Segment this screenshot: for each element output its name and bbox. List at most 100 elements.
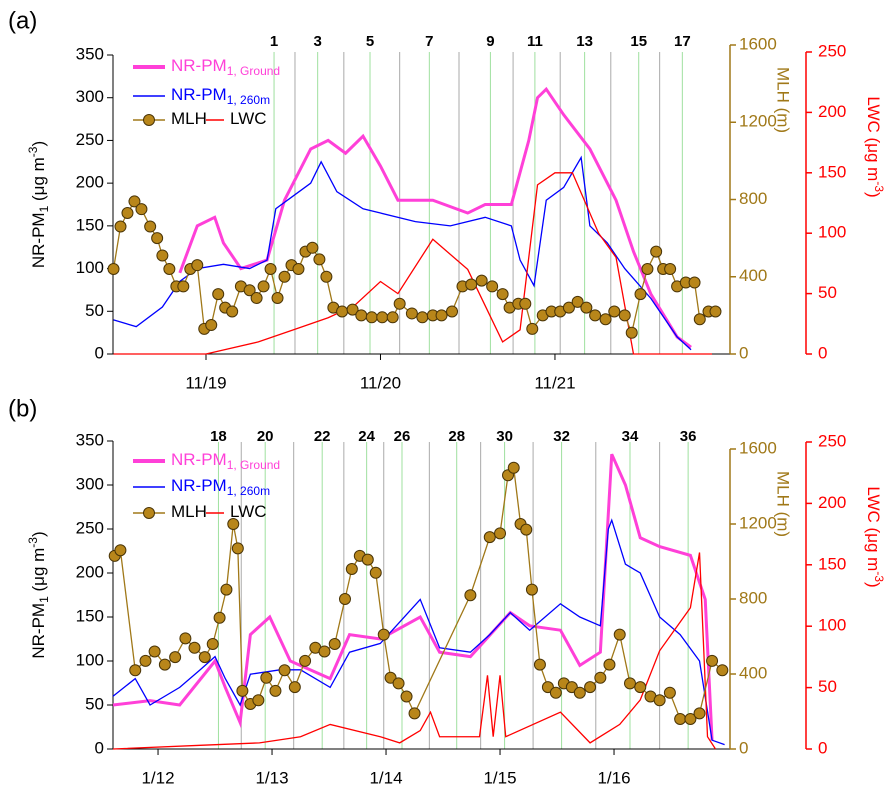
mlh-marker [641,263,654,276]
label-part: -3 [872,181,886,192]
legend-subscript: 1, Ground [227,458,280,472]
mlh-marker [435,309,448,322]
x-tick-label: 11/21 [534,373,575,392]
series-line [112,518,725,746]
mlh-marker [121,207,134,220]
label-part: 1 [37,205,51,212]
mlh-marker [386,311,399,324]
event-label: 9 [486,33,494,50]
y2-tick-label: 400 [739,663,767,682]
y2-tick-label: 400 [739,266,767,285]
mlh-marker [236,684,249,697]
y-axis-label: NR-PM1 (μg m-3) [26,141,51,268]
label-part: ) [29,531,48,537]
mlh-marker [416,311,429,324]
y2-axis-label: MLH (m) [774,471,793,537]
mlh-marker [464,589,477,602]
event-label: 5 [366,33,374,50]
x-tick-label: 11/19 [185,373,226,392]
event-label: 32 [553,428,570,445]
panel-label: (a) [8,7,37,34]
event-label: 7 [425,33,433,50]
mlh-marker [212,288,225,301]
mlh-marker [269,684,282,697]
legend-name: LWC [230,502,267,521]
x-tick-label: 1/14 [369,768,402,787]
mlh-marker [243,284,256,297]
mlh-marker [320,270,333,283]
mlh-marker [328,638,341,650]
y3-tick-label: 0 [818,343,827,362]
legend-label: NR-PM1, Ground [171,56,280,78]
mlh-marker [292,263,305,276]
mlh-marker [594,671,607,684]
legend-marker [143,507,155,519]
mlh-marker [580,301,593,314]
mlh-marker [608,305,621,318]
mlh-marker [716,664,729,677]
mlh-marker [520,523,533,536]
mlh-marker [278,270,291,283]
legend-label: MLH [171,109,207,128]
y-tick-label: 250 [76,130,104,149]
mlh-marker [213,611,226,624]
y-tick-label: 0 [95,343,104,362]
mlh-marker [405,307,418,320]
mlh-marker [465,278,478,291]
x-tick-label: 1/15 [483,768,516,787]
event-label: 34 [622,428,639,445]
mlh-marker [260,671,273,684]
label-part: ) [864,192,883,198]
mlh-marker [634,288,647,301]
mlh-marker [114,544,127,557]
mlh-marker [156,249,169,262]
y-tick-label: 150 [76,215,104,234]
y3-tick-label: 50 [818,283,837,302]
mlh-marker [313,253,326,266]
legend-label: LWC [230,502,267,521]
label-part: 1 [37,596,51,603]
mlh-marker [533,658,546,671]
x-tick-label: 1/16 [597,768,630,787]
mlh-marker [634,681,647,694]
mlh-marker [198,651,211,664]
mlh-marker [114,220,127,233]
mlh-marker [169,651,182,664]
mlh-marker [158,658,171,671]
mlh-marker [135,203,148,216]
legend-label: NR-PM1, 260m [171,476,270,498]
mlh-marker [525,583,538,596]
panel: (a)1 3 5 7 9 11 13 15 17050100150200250300350040… [8,7,886,392]
mlh-marker [571,295,584,308]
y2-tick-label: 0 [739,738,748,757]
series-line [113,172,712,355]
mlh-marker [494,527,507,540]
mlh-marker [129,664,142,677]
mlh-marker [264,263,277,276]
y3-tick-label: 200 [818,102,846,121]
event-label: 22 [314,428,331,445]
mlh-marker [179,632,192,645]
mlh-marker [664,263,677,276]
legend-name: MLH [171,109,207,128]
legend-label: NR-PM1, Ground [171,450,280,472]
mlh-marker [163,263,176,276]
label-part: -3 [872,571,886,582]
y2-axis-label: MLH (m) [774,67,793,133]
legend-name: NR-PM [171,450,227,469]
event-label: 26 [394,428,411,445]
label-part: NR-PM [29,212,48,268]
series-line [112,552,717,750]
mlh-marker [674,713,687,725]
mlh-marker [507,461,520,474]
legend-label: LWC [230,109,267,128]
mlh-marker [393,297,406,310]
y3-tick-label: 0 [818,738,827,757]
mlh-marker [377,628,390,641]
mlh-marker [231,542,244,555]
y-axis-label: NR-PM1 (μg m-3) [26,531,51,658]
mlh-marker [226,305,239,318]
mlh-marker [188,641,201,654]
mlh-marker [306,241,319,254]
mlh-marker [519,297,532,310]
